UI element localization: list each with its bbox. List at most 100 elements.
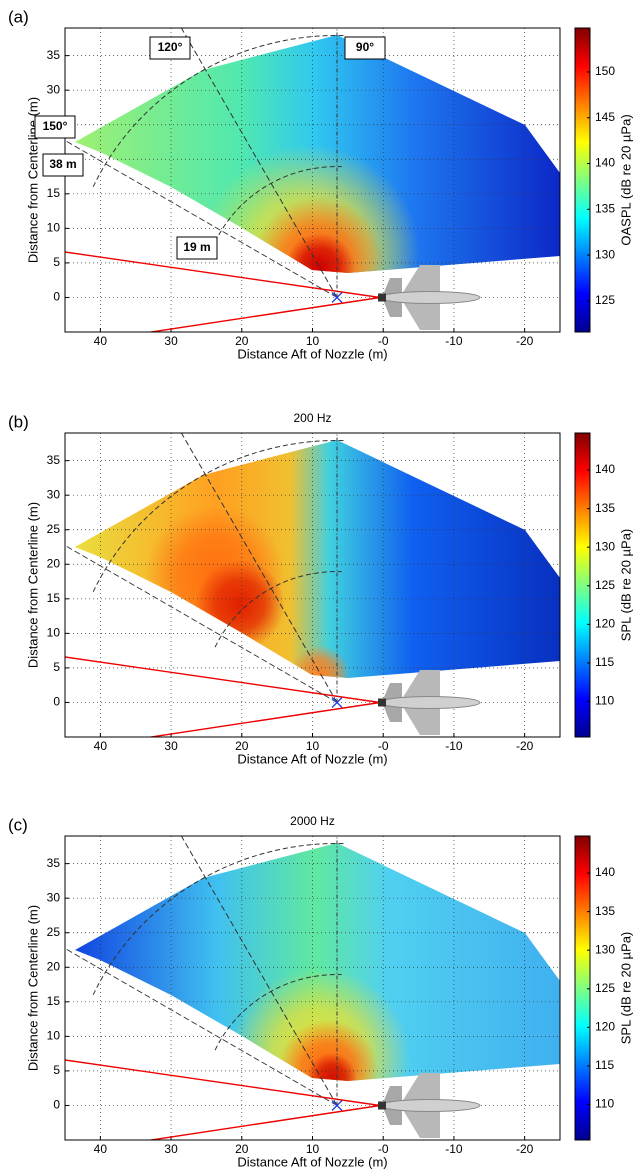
- panel: 40 30 20 10 -0 -10 -20 0 5 10 15 20 25 30 35 (c) 2000 Hz…: [8, 814, 633, 1169]
- annotation-box: [149, 36, 191, 60]
- arc: [92, 843, 347, 995]
- colorbar: [574, 835, 591, 1141]
- x-tick-label: 20: [235, 334, 249, 348]
- plot-frame: [64, 835, 561, 1141]
- annotation-box: [176, 236, 218, 260]
- colorbar-tick-label: 140: [595, 462, 615, 476]
- aircraft-body: [379, 291, 481, 304]
- nozzle-marker: [331, 1100, 343, 1111]
- overlay: [65, 836, 381, 1140]
- y-tick-label: 15: [47, 994, 61, 1008]
- aircraft-body: [379, 1099, 481, 1112]
- arc: [214, 571, 342, 648]
- x-tick-label: -0: [378, 1142, 389, 1156]
- colorbar-tick-label: 130: [595, 247, 615, 261]
- y-tick-label: 15: [47, 591, 61, 605]
- x-tick-label: 20: [235, 1142, 249, 1156]
- colorbar-tick-label: 140: [595, 865, 615, 879]
- x-tick-label: -20: [516, 1142, 534, 1156]
- x-tick-label: 20: [235, 739, 249, 753]
- panel: 40302010-0-10-2005101520253035(a)Distanc…: [8, 7, 633, 361]
- x-tick-label: 30: [164, 1142, 178, 1156]
- annotation: 19 m: [183, 240, 210, 254]
- plot-frame: [64, 432, 561, 738]
- annotation: 120°: [158, 40, 183, 54]
- x-tick-label: 30: [164, 334, 178, 348]
- angle-line: [180, 28, 338, 298]
- nozzle-ray: [146, 1104, 381, 1140]
- arc: [92, 440, 347, 592]
- x-tick-label: -10: [445, 334, 463, 348]
- contour-blob: [307, 1053, 357, 1081]
- contour-blob: [290, 645, 350, 678]
- contour-map: [75, 440, 560, 678]
- colorbar-tick-label: 125: [595, 981, 615, 995]
- colorbar-tick-label: 135: [595, 201, 615, 215]
- colorbar-tick-label: 130: [595, 942, 615, 956]
- y-tick-label: 25: [47, 925, 61, 939]
- colorbar-label: SPL (dB re 20 µPa): [618, 529, 633, 642]
- x-tick-label: -0: [378, 739, 389, 753]
- x-tick-label: 10: [306, 334, 320, 348]
- panel: 40 30 20 10 -0 -10 -20 0 5 10 15 20 25 30 35 (b) 200 Hz D…: [8, 411, 633, 766]
- aircraft: [378, 670, 481, 735]
- angle-line: [180, 836, 338, 1106]
- x-tick-label: 40: [94, 1142, 108, 1156]
- colorbar-tick-label: 110: [595, 694, 614, 708]
- y-tick-label: 30: [47, 890, 61, 904]
- colorbar-tick-label: 140: [595, 156, 615, 170]
- panel-label: (b): [8, 412, 29, 431]
- x-tick-label: -10: [445, 739, 463, 753]
- colorbar-tick-label: 135: [595, 904, 615, 918]
- overlay: [65, 433, 381, 737]
- angle-line: [65, 947, 338, 1106]
- x-tick-label: 10: [306, 1142, 320, 1156]
- colorbar-tick-label: 150: [595, 64, 615, 78]
- y-axis-label: Distance from Centerline (m): [25, 502, 40, 668]
- contour-blobs: [230, 968, 410, 1081]
- colorbar-tick-label: 115: [595, 655, 614, 669]
- colorbar: [574, 27, 591, 333]
- y-tick-label: 0: [53, 695, 60, 709]
- y-tick-label: 30: [47, 487, 61, 501]
- contour-map: [75, 843, 560, 1081]
- panel-label: (c): [8, 815, 28, 834]
- x-axis-label: Distance Aft of Nozzle (m): [237, 346, 387, 361]
- colorbar-tick-label: 125: [595, 578, 615, 592]
- chart-title: 2000 Hz: [290, 814, 335, 828]
- overlay: [65, 28, 381, 332]
- chart-title: 200 Hz: [293, 411, 331, 425]
- y-tick-label: 10: [47, 626, 61, 640]
- colorbar-tick-label: 115: [595, 1058, 614, 1072]
- y-tick-label: 5: [53, 1063, 60, 1077]
- y-tick-label: 0: [53, 290, 60, 304]
- arc: [214, 166, 342, 243]
- x-tick-label: 10: [306, 739, 320, 753]
- y-axis-label: Distance from Centerline (m): [25, 905, 40, 1071]
- annotation-box: [42, 153, 84, 177]
- colorbar-label: SPL (dB re 20 µPa): [618, 932, 633, 1045]
- nozzle-ray: [146, 296, 381, 332]
- annotation: 90°: [356, 40, 374, 54]
- y-tick-label: 35: [47, 856, 61, 870]
- colorbar: [574, 432, 591, 738]
- annotation-box: [34, 115, 76, 139]
- plot-frame: [64, 27, 561, 333]
- aircraft: [378, 265, 481, 330]
- colorbar-tick-label: 120: [595, 617, 615, 631]
- colorbar-tick-label: 125: [595, 293, 615, 307]
- nozzle-marker: [331, 292, 343, 303]
- x-tick-label: -20: [516, 739, 534, 753]
- nozzle-ray: [146, 701, 381, 737]
- aircraft-nozzle: [378, 293, 386, 302]
- colorbar-tick-label: 130: [595, 539, 615, 553]
- angle-line: [180, 433, 338, 703]
- panel-label: (a): [8, 7, 29, 26]
- x-axis-label: Distance Aft of Nozzle (m): [237, 751, 387, 766]
- aircraft-nozzle: [378, 1101, 386, 1110]
- colorbar-tick-label: 135: [595, 501, 615, 515]
- nozzle-ray: [65, 656, 381, 704]
- y-tick-label: 15: [47, 186, 61, 200]
- aircraft: [378, 1073, 481, 1138]
